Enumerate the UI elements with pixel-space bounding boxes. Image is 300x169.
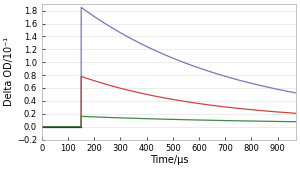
- Y-axis label: Delta OD/10⁻¹: Delta OD/10⁻¹: [4, 37, 14, 106]
- X-axis label: Time/μs: Time/μs: [150, 155, 188, 165]
